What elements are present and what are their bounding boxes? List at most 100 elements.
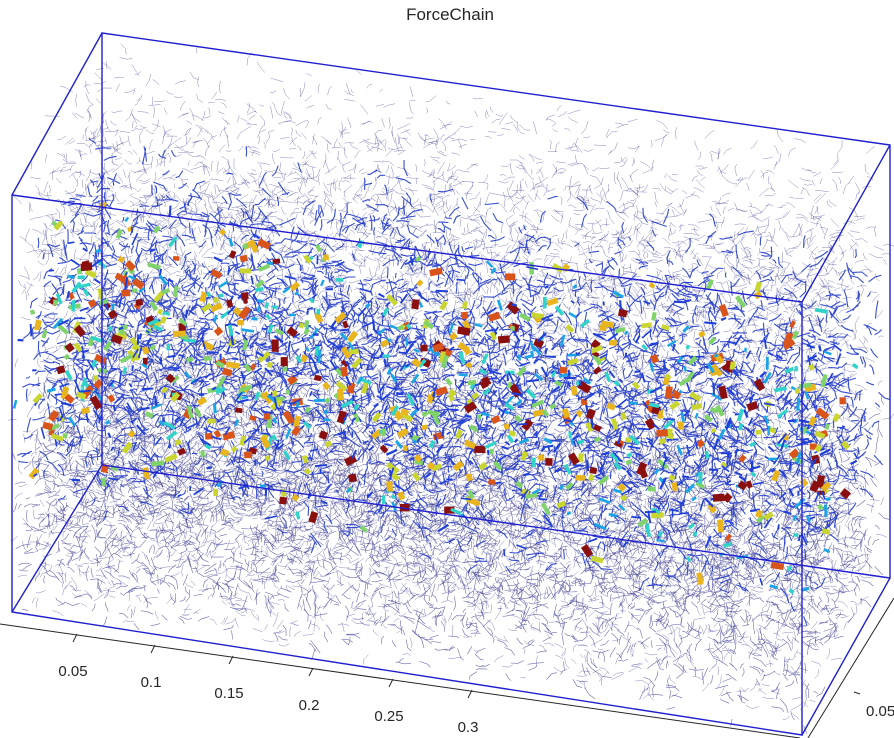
- strong-chain-segment: [73, 342, 83, 353]
- strong-chain-segment: [397, 491, 406, 501]
- strong-chain-segment: [255, 350, 264, 358]
- strong-chain-segment: [79, 306, 90, 312]
- strong-chain-segment: [509, 420, 517, 425]
- strong-chain-segment: [634, 370, 641, 373]
- strong-chain-segment: [575, 380, 581, 386]
- strong-chain-segment: [67, 292, 75, 300]
- strong-chain-segment: [621, 481, 633, 491]
- strong-chain-segment: [704, 321, 717, 325]
- strong-chain-segment: [261, 327, 267, 331]
- strong-chain-segment: [53, 317, 64, 329]
- strong-chain-segment: [421, 424, 429, 430]
- strong-chain-segment: [521, 418, 534, 432]
- strong-chain-segment: [788, 462, 792, 471]
- strong-chain-segment: [164, 453, 178, 463]
- strong-chain-segment: [413, 454, 423, 463]
- strong-chain-segment: [50, 433, 64, 442]
- strong-chain-segment: [358, 306, 367, 317]
- strong-chain-segment: [158, 420, 166, 427]
- strong-chain-segment: [254, 459, 257, 466]
- strong-chain-segment: [506, 373, 509, 382]
- x-tick-mark: [228, 655, 234, 665]
- strong-chain-segment: [465, 414, 472, 419]
- strong-chain-segment: [193, 472, 201, 476]
- strong-chain-segment: [505, 396, 514, 405]
- strong-chain-segment: [671, 481, 679, 492]
- strong-chain-segment: [814, 430, 826, 439]
- strong-chain-segment: [239, 384, 253, 393]
- strong-chain-segment: [503, 423, 510, 431]
- strong-chain-segment: [501, 391, 510, 400]
- strong-chain-segment: [648, 282, 656, 289]
- strong-chain-segment: [78, 282, 91, 289]
- strong-chain-segment: [210, 302, 223, 313]
- strong-chain-segment: [823, 504, 828, 518]
- strong-chain-segment: [291, 425, 302, 437]
- strong-chain-segment: [404, 363, 410, 368]
- strong-chain-segment: [371, 412, 382, 423]
- strong-chain-segment: [448, 322, 455, 334]
- strong-chain-segment: [748, 465, 761, 471]
- strong-chain-segment: [686, 444, 691, 457]
- strong-chain-segment: [206, 351, 219, 354]
- strong-chain-segment: [618, 504, 626, 512]
- strong-chain-segment: [651, 512, 664, 519]
- strong-chain-segment: [241, 292, 249, 300]
- strong-chain-segment: [279, 496, 287, 505]
- strong-chain-segment: [666, 438, 679, 441]
- strong-chain-segment: [292, 332, 301, 339]
- strong-chain-segment: [240, 370, 246, 380]
- strong-chain-segment: [648, 402, 660, 409]
- strong-chain-segment: [656, 429, 668, 437]
- strong-chain-segment: [215, 360, 225, 369]
- strong-chain-segment: [414, 255, 422, 263]
- strong-chain-segment: [188, 309, 196, 316]
- strong-chain-segment: [592, 332, 605, 340]
- strong-chain-segment: [801, 586, 810, 592]
- strong-chain-segment: [769, 427, 777, 434]
- strong-chain-segment: [519, 361, 531, 367]
- strong-chain-segment: [222, 431, 236, 441]
- strong-chain-segment: [40, 427, 46, 439]
- strong-chain-segment: [161, 386, 168, 394]
- strong-chain-segment: [797, 534, 802, 542]
- strong-chain-segment: [204, 373, 211, 379]
- strong-chain-segment: [348, 473, 357, 483]
- strong-chain-segment: [359, 525, 368, 533]
- strong-chain-segment: [57, 324, 70, 335]
- strong-chain-segment: [654, 398, 664, 404]
- strong-chain-segment: [63, 353, 71, 361]
- strong-chain-segment: [817, 503, 824, 511]
- strong-chain-segment: [600, 451, 610, 456]
- strong-chain-segment: [769, 584, 779, 590]
- strong-chain-segment: [531, 399, 545, 408]
- strong-chain-segment: [42, 421, 54, 431]
- strong-chain-segment: [204, 443, 212, 450]
- strong-chain-segment: [362, 440, 369, 445]
- strong-chain-segment: [59, 382, 70, 388]
- strong-chain-segment: [488, 478, 496, 486]
- strong-chain-segment: [158, 268, 163, 277]
- strong-chain-segment: [794, 388, 800, 394]
- strong-chain-segment: [504, 403, 515, 411]
- strong-chain-segment: [84, 370, 89, 380]
- strong-chain-segment: [531, 488, 541, 495]
- strong-chain-segment: [315, 408, 326, 420]
- strong-chain-segment: [274, 328, 284, 336]
- strong-chain-segment: [86, 359, 95, 371]
- strong-chain-segment: [639, 509, 651, 520]
- strong-chain-segment: [503, 548, 506, 557]
- strong-chain-segment: [750, 461, 754, 473]
- strong-chain-segment: [490, 370, 502, 375]
- strong-chain-segment: [779, 439, 786, 452]
- strong-chain-segment: [432, 342, 445, 353]
- strong-chain-segment: [168, 366, 180, 370]
- strong-chain-segment: [685, 370, 695, 383]
- strong-chain-segment: [152, 225, 161, 234]
- strong-chain-segment: [239, 435, 247, 446]
- strong-chain-segment: [672, 468, 678, 472]
- strong-chain-segment: [461, 301, 468, 309]
- strong-chain-segment: [405, 323, 412, 330]
- strong-chain-segment: [336, 410, 348, 424]
- strong-chain-segment: [193, 407, 202, 418]
